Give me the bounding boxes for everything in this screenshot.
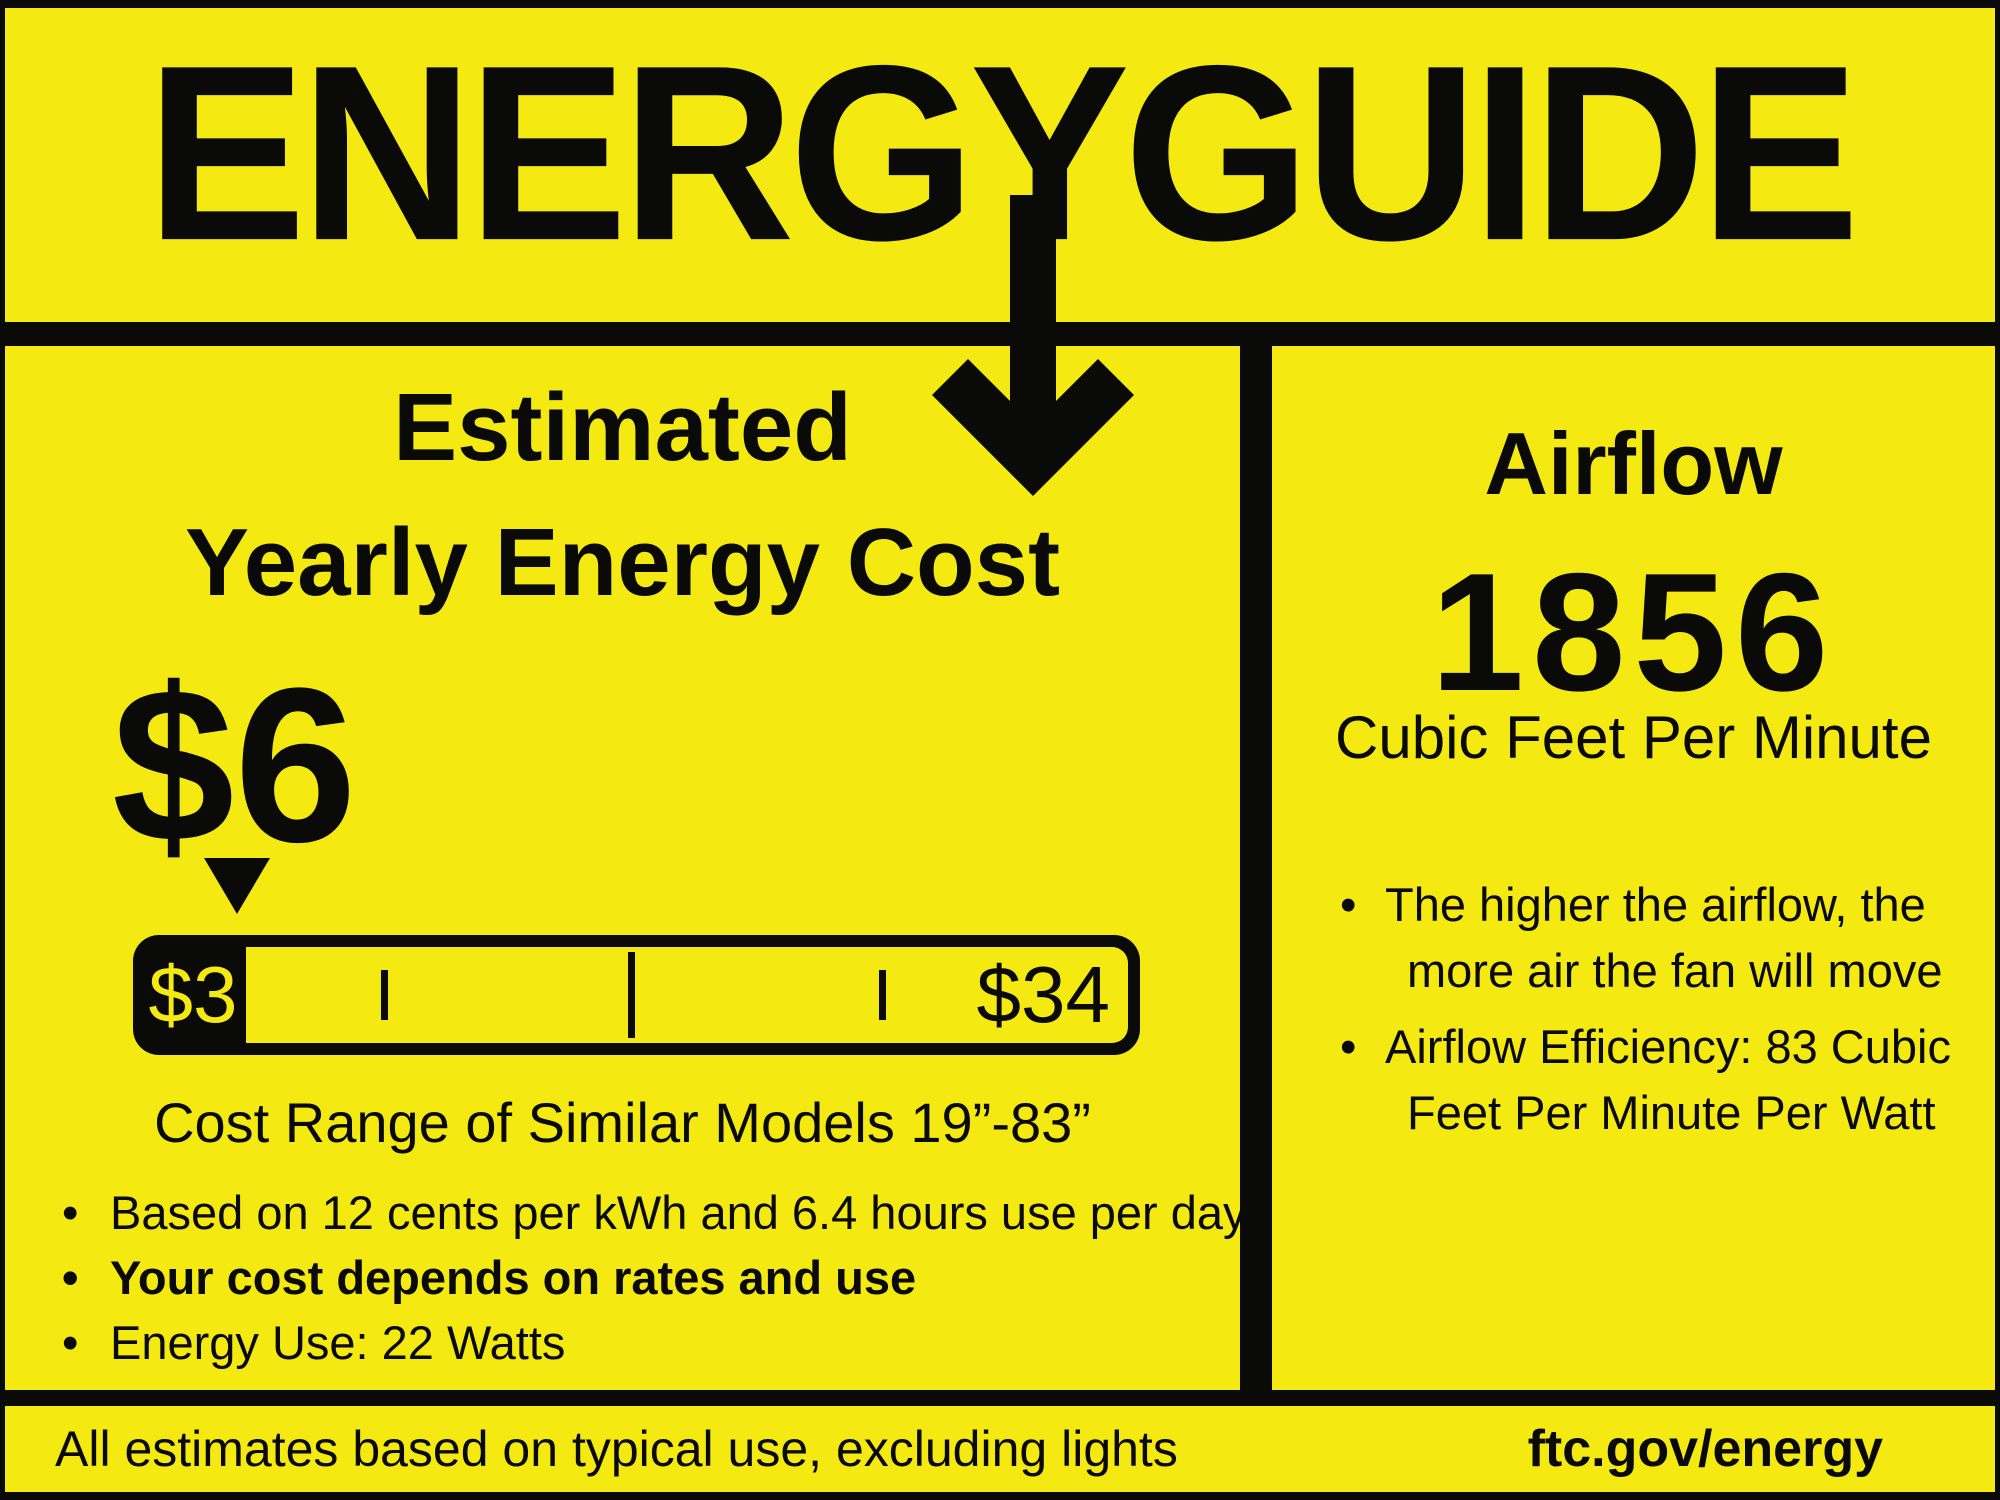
energyguide-logo: ENERGYGUIDE xyxy=(146,13,1860,293)
left-panel-bullets: • Based on 12 cents per kWh and 6.4 hour… xyxy=(62,1180,1247,1375)
scale-tick-minor xyxy=(381,970,388,1020)
border-left xyxy=(0,0,5,1500)
panel-divider xyxy=(1240,346,1272,1390)
bullet-line1: Airflow Efficiency: 83 Cubic xyxy=(1385,1020,1951,1073)
header: ENERGYGUIDE xyxy=(0,8,2000,322)
cost-range-scale: $3 $34 xyxy=(133,935,1140,1055)
border-top xyxy=(0,0,2000,8)
bullet-icon: • xyxy=(1340,1020,1357,1073)
border-right xyxy=(1995,0,2000,1500)
bullet-energy-basis: • Based on 12 cents per kWh and 6.4 hour… xyxy=(62,1180,1247,1245)
right-panel-bullets: • The higher the airflow, the more air t… xyxy=(1340,872,1990,1146)
footer-disclaimer: All estimates based on typical use, excl… xyxy=(55,1421,1178,1477)
airflow-unit: Cubic Feet Per Minute xyxy=(1335,704,1932,771)
bullet-text: Your cost depends on rates and use xyxy=(110,1251,917,1304)
airflow-value: 1856 xyxy=(1430,538,1837,726)
bullet-line1: The higher the airflow, the xyxy=(1385,878,1926,931)
bullet-text: Based on 12 cents per kWh and 6.4 hours … xyxy=(110,1186,1247,1239)
ftc-url: ftc.gov/energy xyxy=(1527,1420,1883,1478)
bullet-text: The higher the airflow, the more air the… xyxy=(1385,872,1942,1004)
bullet-airflow-efficiency: • Airflow Efficiency: 83 Cubic Feet Per … xyxy=(1340,1014,1990,1146)
scale-min-label: $3 xyxy=(148,950,238,1039)
bullet-icon: • xyxy=(62,1316,79,1369)
bullet-icon: • xyxy=(62,1186,79,1239)
scale-max-label: $34 xyxy=(976,950,1110,1039)
scale-tick-minor xyxy=(879,970,886,1020)
bullet-energy-use: • Energy Use: 22 Watts xyxy=(62,1310,1232,1375)
bullet-icon: • xyxy=(1340,878,1357,931)
scale-track xyxy=(246,947,1128,1043)
left-heading-line1: Estimated xyxy=(393,374,852,481)
bullet-text: Airflow Efficiency: 83 Cubic Feet Per Mi… xyxy=(1385,1014,1951,1146)
bullet-icon: • xyxy=(62,1251,79,1304)
left-heading-line2: Yearly Energy Cost xyxy=(184,509,1061,616)
estimated-cost-value: $6 xyxy=(112,642,357,888)
scale-caption: Cost Range of Similar Models 19”-83” xyxy=(154,1091,1091,1154)
header-divider xyxy=(0,322,2000,346)
bullet-line2: Feet Per Minute Per Watt xyxy=(1407,1086,1936,1139)
airflow-heading: Airflow xyxy=(1484,414,1783,513)
footer-divider xyxy=(0,1390,2000,1406)
border-bottom xyxy=(0,1492,2000,1500)
bullet-cost-depends: • Your cost depends on rates and use xyxy=(62,1245,1232,1310)
footer: All estimates based on typical use, excl… xyxy=(5,1406,1995,1492)
scale-tick-major xyxy=(628,952,635,1038)
bullet-airflow-info: • The higher the airflow, the more air t… xyxy=(1340,872,1990,1004)
bullet-text: Energy Use: 22 Watts xyxy=(110,1316,566,1369)
bullet-line2: more air the fan will move xyxy=(1407,944,1943,997)
cost-pointer-icon xyxy=(204,858,270,914)
